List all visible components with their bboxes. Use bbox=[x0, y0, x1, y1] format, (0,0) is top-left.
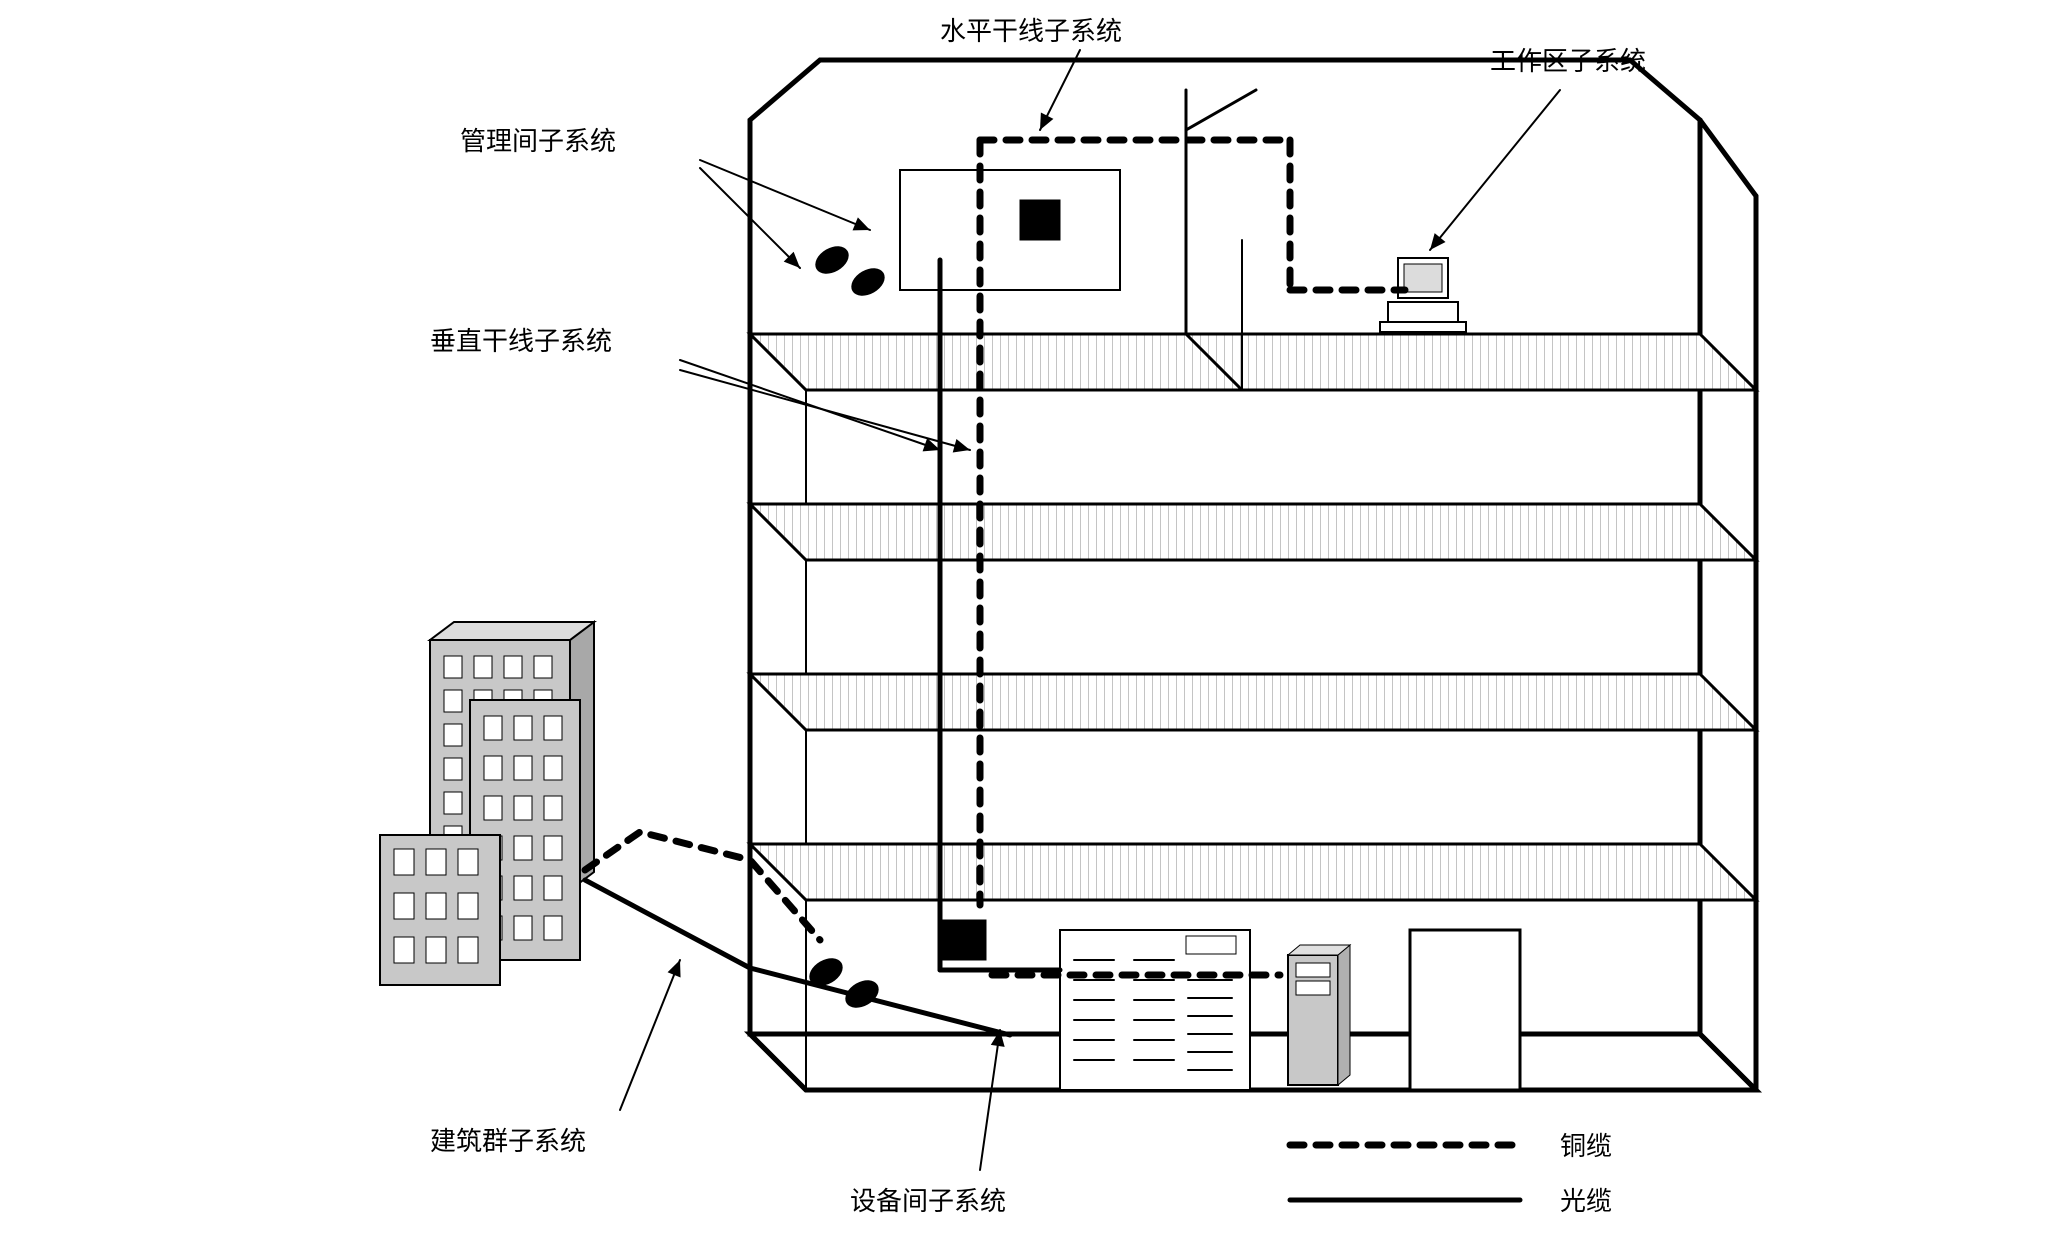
legend-copper: 铜缆 bbox=[1560, 1132, 1612, 1161]
external-buildings bbox=[380, 622, 594, 985]
label-vertical-subsystem: 垂直干线子系统 bbox=[430, 327, 612, 356]
label-campus-subsystem: 建筑群子系统 bbox=[430, 1127, 586, 1156]
legend: 铜缆光缆 bbox=[1290, 1132, 1612, 1216]
label-horizontal-subsystem: 水平干线子系统 bbox=[940, 17, 1122, 46]
label-management-subsystem: 管理间子系统 bbox=[460, 127, 616, 156]
legend-fiber: 光缆 bbox=[1560, 1187, 1612, 1216]
label-equipment-subsystem: 设备间子系统 bbox=[850, 1187, 1006, 1216]
label-workarea-subsystem: 工作区子系统 bbox=[1490, 47, 1646, 76]
cabling-diagram: 水平干线子系统工作区子系统管理间子系统垂直干线子系统建筑群子系统设备间子系统 铜缆… bbox=[0, 0, 2046, 1236]
main-building bbox=[750, 60, 1756, 1090]
